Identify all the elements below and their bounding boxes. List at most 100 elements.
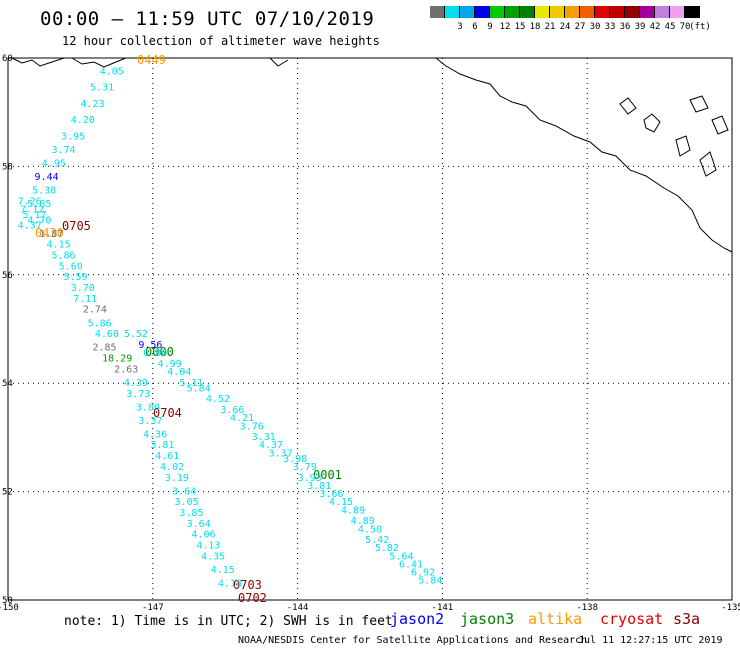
pass-time-label: 0000 — [145, 345, 174, 359]
wave-height-reading: 5.59 — [64, 272, 88, 283]
color-scale-label: 33 — [604, 22, 616, 32]
wave-height-reading: 5.85 — [27, 199, 51, 210]
wave-height-reading: 3.80 — [136, 402, 160, 413]
credit-line: NOAA/NESDIS Center for Satellite Applica… — [238, 635, 588, 646]
color-swatch — [550, 6, 565, 18]
wave-height-reading: 4.02 — [160, 462, 184, 473]
color-swatch — [535, 6, 550, 18]
color-scale-label: 3 — [457, 22, 463, 32]
wave-height-reading: 3.05 — [175, 497, 199, 508]
wave-height-reading: 4.89 — [351, 516, 375, 527]
wave-height-reading: 4.99 — [158, 359, 182, 370]
wave-height-reading: 4.35 — [201, 551, 225, 562]
color-swatch — [445, 6, 460, 18]
wave-height-reading: 3.64 — [187, 519, 211, 530]
color-scale-label: 36 — [619, 22, 631, 32]
color-scale-label: (ft) — [689, 22, 711, 32]
color-swatch — [430, 6, 445, 18]
wave-height-reading: 5.42 — [365, 535, 389, 546]
lon-tick-label: -135 — [721, 603, 740, 613]
wave-height-reading: 9.44 — [35, 172, 59, 183]
wave-height-reading: 3.93 — [298, 473, 322, 484]
wave-height-reading: 3.74 — [51, 145, 75, 156]
wave-height-reading: 3.76 — [240, 421, 264, 432]
wave-height-reading: 5.86 — [51, 251, 75, 262]
wave-height-reading: 3.19 — [165, 473, 189, 484]
lon-tick-label: -141 — [432, 603, 454, 613]
wave-height-reading: 4.23 — [80, 99, 104, 110]
wave-height-reading: 3.70 — [71, 283, 95, 294]
color-swatch — [520, 6, 535, 18]
island-outlines — [619, 95, 729, 177]
wave-height-reading: 3.85 — [179, 508, 203, 519]
wave-height-reading: 4.70 — [27, 215, 51, 226]
wave-height-reading: 3.73 — [126, 389, 150, 400]
wave-height-reading: 5.38 — [32, 186, 56, 197]
wave-height-reading: 3.79 — [293, 462, 317, 473]
color-swatch — [640, 6, 655, 18]
color-scale-label: 18 — [529, 22, 541, 32]
lon-tick-label: -147 — [142, 603, 164, 613]
color-scale-label: 21 — [544, 22, 556, 32]
legend-cryosat: cryosat — [600, 610, 664, 628]
lat-tick-label: 52 — [2, 488, 13, 498]
wave-height-reading: 4.36 — [143, 429, 167, 440]
lon-tick-label: -150 — [0, 603, 19, 613]
wave-height-reading: 4.05 — [100, 66, 124, 77]
wave-height-reading: 3.95 — [61, 131, 85, 142]
wave-height-reading: 7.26 — [18, 196, 42, 207]
lat-tick-label: 54 — [2, 379, 13, 389]
color-scale-label: 9 — [487, 22, 493, 32]
wave-height-reading: 4.21 — [230, 413, 254, 424]
color-swatch — [460, 6, 475, 18]
lat-tick-label: 60 — [2, 54, 13, 64]
wave-height-reading: 1.87 — [39, 229, 63, 240]
wave-height-reading: 7.11 — [73, 294, 97, 305]
chart-title: 00:00 – 11:59 UTC 07/10/2019 — [40, 8, 375, 30]
legend-s3a: s3a — [673, 610, 701, 628]
wave-height-reading: 18.29 — [102, 354, 132, 365]
color-scale-label: 15 — [514, 22, 526, 32]
pass-time-label: 0703 — [233, 578, 262, 592]
color-swatch — [565, 6, 580, 18]
wave-height-reading: 4.13 — [196, 541, 220, 552]
wave-height-reading: 3.98 — [283, 454, 307, 465]
wave-height-reading: 5.31 — [90, 83, 114, 94]
map-frame — [7, 57, 733, 601]
wave-height-reading: 3.37 — [138, 416, 162, 427]
wave-height-reading: 3.66 — [319, 489, 343, 500]
wave-height-reading: 4.06 — [191, 530, 215, 541]
wave-height-reading: 6.92 — [411, 568, 435, 579]
color-swatch — [610, 6, 625, 18]
wave-height-reading: 7.12 — [20, 204, 44, 215]
color-scale-label: 39 — [634, 22, 646, 32]
footnote: note: 1) Time is in UTC; 2) SWH is in fe… — [64, 614, 393, 629]
color-scale-label: 6 — [472, 22, 478, 32]
wave-height-reading: 5.84 — [187, 383, 211, 394]
legend-jason2: jason2 — [390, 610, 445, 628]
wave-height-reading: 5.84 — [418, 576, 442, 587]
pass-time-label: 0430 — [35, 226, 64, 240]
color-swatch — [670, 6, 685, 18]
wave-height-reading: 4.37 — [18, 221, 42, 232]
wave-height-reading: 4.89 — [341, 505, 365, 516]
wave-height-reading: 4.15 — [329, 497, 353, 508]
color-scale-label: 70 — [679, 22, 691, 32]
color-scale-label: 24 — [559, 22, 571, 32]
color-swatch — [595, 6, 610, 18]
wave-height-reading: 4.15 — [211, 565, 235, 576]
chart-subtitle: 12 hour collection of altimeter wave hei… — [62, 34, 380, 48]
wave-height-reading: 4.95 — [42, 158, 66, 169]
wave-height-reading: 4.04 — [167, 367, 191, 378]
wave-height-reading: 5.86 — [88, 318, 112, 329]
generation-timestamp: Jul 11 12:27:15 UTC 2019 — [578, 635, 723, 646]
wave-height-reading: 4.18 — [218, 578, 242, 589]
color-scale-label: 42 — [649, 22, 661, 32]
pass-time-label: 0702 — [238, 591, 267, 605]
lat-tick-label: 58 — [2, 162, 13, 172]
color-scale-label: 27 — [574, 22, 586, 32]
wave-height-reading: 4.20 — [71, 115, 95, 126]
wave-height-reading: 4.60 — [95, 329, 119, 340]
wave-height-reading: 3.31 — [252, 432, 276, 443]
